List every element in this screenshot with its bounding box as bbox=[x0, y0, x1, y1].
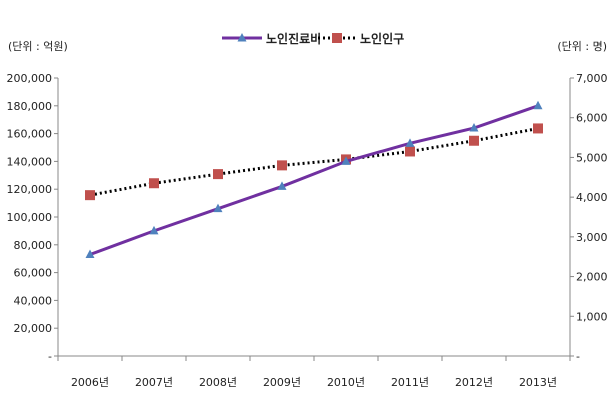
data-point-노인인구 bbox=[533, 123, 543, 134]
y-left-tick-label: 20,000 bbox=[14, 322, 53, 335]
y-left-tick-label: 160,000 bbox=[7, 128, 53, 141]
y-left-tick-label: 120,000 bbox=[7, 183, 53, 196]
legend-swatch-1-marker bbox=[332, 33, 342, 43]
data-point-노인진료비 bbox=[469, 123, 479, 132]
axes: - 20,000 40,000 60,000 80,000 100,000 120,000 1… bbox=[7, 72, 608, 389]
series-line-노인인구 bbox=[89, 126, 539, 197]
x-tick-label: 2007년 bbox=[135, 376, 173, 389]
x-tick-label: 2011년 bbox=[391, 376, 429, 389]
y-left-tick-label: 60,000 bbox=[14, 267, 53, 280]
series-layer bbox=[85, 100, 543, 259]
data-point-노인진료비 bbox=[213, 203, 223, 213]
data-point-노인진료비 bbox=[149, 225, 159, 235]
data-point-노인인구 bbox=[85, 190, 95, 201]
y-right-tick-label: - bbox=[576, 350, 580, 363]
legend-swatch-0-marker bbox=[237, 33, 247, 42]
y-left-tick-label: - bbox=[48, 350, 52, 363]
legend: 노인진료비 노인인구 bbox=[222, 31, 404, 46]
x-tick-label: 2006년 bbox=[71, 376, 109, 389]
y-right-tick-label: 6,000 bbox=[576, 112, 608, 125]
y-left-tick-label: 40,000 bbox=[14, 294, 53, 307]
data-point-노인인구 bbox=[213, 169, 223, 180]
series-line-노인진료비 bbox=[89, 104, 539, 256]
y-right-tick-label: 1,000 bbox=[576, 310, 608, 323]
x-tick-label: 2012년 bbox=[455, 376, 493, 389]
y-right-unit-label: (단위 : 명) bbox=[557, 40, 607, 53]
x-tick-label: 2010년 bbox=[327, 376, 365, 389]
y-left-tick-label: 180,000 bbox=[7, 100, 53, 113]
x-tick-label: 2013년 bbox=[519, 376, 557, 389]
y-left-unit-label: (단위 : 억원) bbox=[8, 40, 68, 53]
y-right-tick-label: 3,000 bbox=[576, 231, 608, 244]
y-left-tick-label: 200,000 bbox=[7, 72, 53, 85]
y-right-tick-label: 2,000 bbox=[576, 271, 608, 284]
legend-label-1: 노인인구 bbox=[360, 31, 404, 46]
data-point-노인인구 bbox=[469, 135, 479, 146]
data-point-노인인구 bbox=[277, 160, 287, 171]
legend-label-0: 노인진료비 bbox=[266, 31, 321, 46]
data-point-노인인구 bbox=[149, 178, 159, 189]
data-point-노인진료비 bbox=[277, 181, 287, 190]
data-point-노인인구 bbox=[405, 146, 415, 157]
x-tick-label: 2008년 bbox=[199, 376, 237, 389]
x-tick-label: 2009년 bbox=[263, 376, 301, 389]
y-right-tick-label: 4,000 bbox=[576, 191, 608, 204]
data-point-노인진료비 bbox=[405, 138, 415, 147]
data-point-노인진료비 bbox=[341, 156, 351, 165]
y-left-tick-label: 100,000 bbox=[7, 211, 53, 224]
data-point-노인진료비 bbox=[85, 249, 95, 259]
y-right-tick-label: 7,000 bbox=[576, 72, 608, 85]
y-right-tick-label: 5,000 bbox=[576, 151, 608, 164]
y-left-tick-label: 80,000 bbox=[14, 239, 53, 252]
data-point-노인진료비 bbox=[533, 100, 543, 110]
y-left-tick-label: 140,000 bbox=[7, 155, 53, 168]
